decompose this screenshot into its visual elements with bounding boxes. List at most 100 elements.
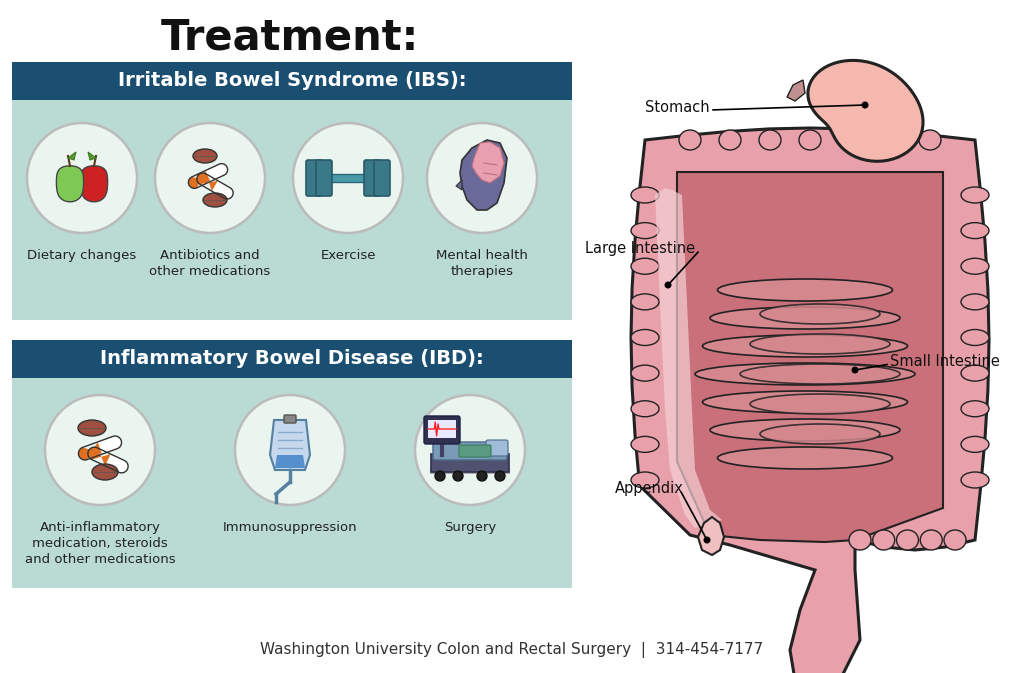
Circle shape: [852, 367, 858, 374]
Circle shape: [427, 123, 537, 233]
Polygon shape: [631, 128, 989, 673]
FancyBboxPatch shape: [12, 340, 572, 378]
Ellipse shape: [702, 335, 907, 357]
Ellipse shape: [193, 149, 217, 163]
Polygon shape: [188, 170, 211, 188]
Polygon shape: [655, 188, 722, 528]
Text: Large Intestine: Large Intestine: [585, 240, 695, 256]
Ellipse shape: [631, 330, 659, 345]
FancyBboxPatch shape: [306, 160, 322, 196]
Ellipse shape: [872, 530, 895, 550]
Ellipse shape: [631, 472, 659, 488]
Ellipse shape: [631, 365, 659, 381]
Ellipse shape: [631, 400, 659, 417]
Circle shape: [495, 471, 505, 481]
Circle shape: [477, 471, 487, 481]
Ellipse shape: [961, 436, 989, 452]
Ellipse shape: [710, 419, 900, 441]
Ellipse shape: [919, 130, 941, 150]
Ellipse shape: [760, 424, 880, 444]
Polygon shape: [56, 166, 84, 202]
Text: Appendix: Appendix: [615, 481, 684, 495]
Ellipse shape: [944, 530, 966, 550]
FancyBboxPatch shape: [430, 468, 510, 474]
Polygon shape: [88, 152, 96, 160]
Circle shape: [435, 471, 445, 481]
Polygon shape: [698, 517, 724, 555]
Polygon shape: [81, 166, 108, 202]
Polygon shape: [808, 61, 923, 162]
Text: Washington University Colon and Rectal Surgery  |  314-454-7177: Washington University Colon and Rectal S…: [260, 642, 764, 658]
FancyBboxPatch shape: [374, 160, 390, 196]
Ellipse shape: [78, 420, 106, 436]
FancyBboxPatch shape: [424, 416, 460, 444]
Polygon shape: [97, 436, 122, 454]
Circle shape: [665, 281, 672, 289]
Ellipse shape: [896, 530, 919, 550]
Polygon shape: [275, 455, 305, 468]
Ellipse shape: [719, 130, 741, 150]
FancyBboxPatch shape: [284, 415, 296, 423]
Ellipse shape: [961, 330, 989, 345]
Ellipse shape: [718, 447, 893, 469]
Text: Small Intestine: Small Intestine: [890, 355, 999, 369]
Ellipse shape: [695, 363, 915, 385]
Polygon shape: [270, 420, 310, 470]
FancyBboxPatch shape: [433, 442, 507, 460]
Circle shape: [703, 536, 711, 544]
Text: Stomach: Stomach: [645, 100, 710, 116]
Polygon shape: [206, 164, 227, 182]
Ellipse shape: [702, 391, 907, 413]
Polygon shape: [472, 142, 504, 183]
FancyBboxPatch shape: [364, 160, 380, 196]
Ellipse shape: [740, 364, 900, 384]
Ellipse shape: [879, 130, 901, 150]
Text: Mental health
therapies: Mental health therapies: [436, 249, 528, 278]
Text: Antibiotics and
other medications: Antibiotics and other medications: [150, 249, 270, 278]
FancyBboxPatch shape: [12, 378, 572, 588]
Ellipse shape: [631, 187, 659, 203]
Ellipse shape: [631, 294, 659, 310]
Ellipse shape: [961, 258, 989, 275]
Ellipse shape: [750, 394, 890, 414]
Circle shape: [415, 395, 525, 505]
Ellipse shape: [631, 223, 659, 239]
Polygon shape: [677, 172, 943, 542]
Text: Immunosuppression: Immunosuppression: [222, 521, 357, 534]
Ellipse shape: [849, 530, 871, 550]
Circle shape: [234, 395, 345, 505]
Ellipse shape: [961, 294, 989, 310]
Ellipse shape: [760, 304, 880, 324]
Polygon shape: [88, 447, 111, 466]
Ellipse shape: [631, 436, 659, 452]
FancyBboxPatch shape: [486, 440, 508, 456]
Circle shape: [453, 471, 463, 481]
Polygon shape: [456, 180, 462, 190]
Circle shape: [293, 123, 403, 233]
Ellipse shape: [759, 130, 781, 150]
Ellipse shape: [631, 258, 659, 275]
Polygon shape: [197, 173, 218, 191]
Polygon shape: [787, 80, 805, 101]
FancyBboxPatch shape: [326, 174, 370, 182]
Ellipse shape: [203, 193, 227, 207]
Ellipse shape: [961, 472, 989, 488]
Text: Surgery: Surgery: [443, 521, 496, 534]
Polygon shape: [460, 140, 507, 210]
Ellipse shape: [750, 334, 890, 354]
Text: Inflammatory Bowel Disease (IBD):: Inflammatory Bowel Disease (IBD):: [100, 349, 484, 369]
Polygon shape: [68, 152, 76, 160]
Text: Irritable Bowel Syndrome (IBS):: Irritable Bowel Syndrome (IBS):: [118, 71, 466, 90]
Ellipse shape: [961, 400, 989, 417]
Ellipse shape: [799, 130, 821, 150]
Circle shape: [155, 123, 265, 233]
Ellipse shape: [92, 464, 118, 480]
Polygon shape: [212, 181, 233, 199]
FancyBboxPatch shape: [431, 454, 509, 472]
Ellipse shape: [961, 365, 989, 381]
Text: Exercise: Exercise: [321, 249, 376, 262]
Ellipse shape: [921, 530, 942, 550]
Circle shape: [45, 395, 155, 505]
Ellipse shape: [961, 223, 989, 239]
FancyBboxPatch shape: [12, 62, 572, 100]
